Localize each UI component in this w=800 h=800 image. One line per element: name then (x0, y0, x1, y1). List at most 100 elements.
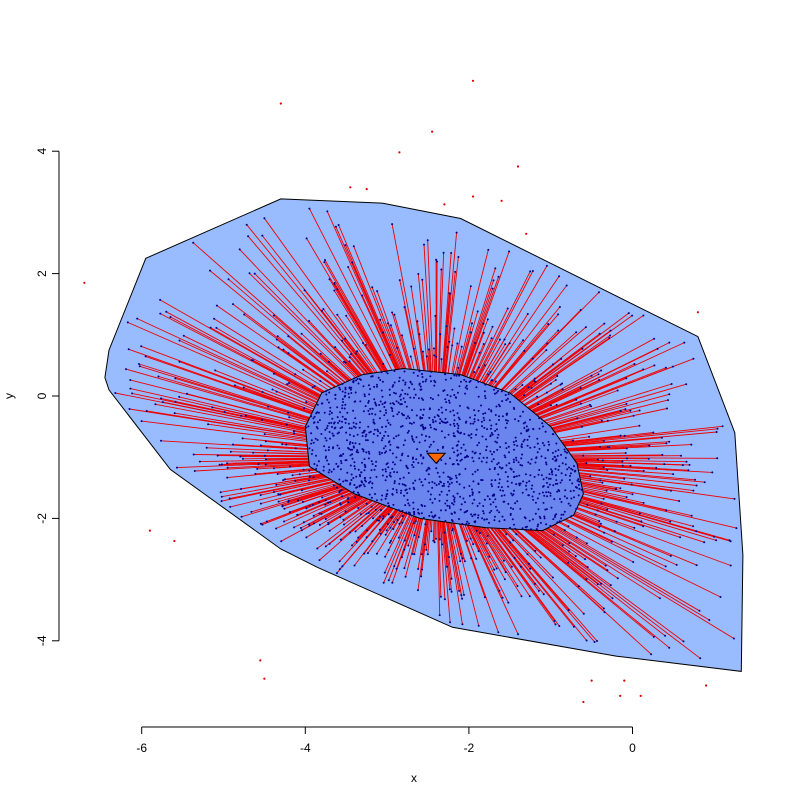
inner-point (381, 474, 384, 477)
inner-point (396, 413, 399, 416)
inner-point (430, 370, 433, 373)
inner-point (380, 439, 383, 442)
outlier-point (525, 232, 528, 235)
ray-end-point (656, 347, 659, 350)
inner-point (406, 492, 409, 495)
ray-end-point (174, 400, 177, 403)
ray-end-point (539, 556, 542, 559)
inner-point (494, 429, 497, 432)
inner-point (371, 407, 374, 410)
inner-point (331, 425, 333, 428)
ray-end-point (178, 360, 181, 363)
inner-point (505, 399, 508, 402)
inner-point (470, 436, 473, 439)
ray-end-point (366, 529, 369, 532)
inner-point (350, 386, 353, 389)
inner-point (350, 392, 353, 394)
ray-end-point (450, 252, 453, 254)
inner-point (470, 433, 473, 436)
ray-end-point (568, 542, 571, 545)
inner-point (472, 422, 475, 425)
ray-end-point (631, 314, 634, 317)
inner-point (545, 461, 547, 464)
inner-point (509, 512, 512, 515)
ray-end-point (664, 565, 667, 568)
ray-end-point (428, 348, 430, 351)
inner-point (385, 475, 388, 478)
inner-point (428, 416, 431, 419)
ray-end-point (144, 355, 147, 358)
inner-point (493, 519, 496, 522)
inner-point (531, 484, 534, 487)
inner-point (399, 398, 402, 401)
ray-end-point (642, 368, 645, 371)
ray-end-point (690, 443, 693, 446)
inner-point (428, 445, 431, 448)
inner-point (455, 374, 458, 377)
ray-end-point (568, 550, 571, 553)
inner-point (465, 522, 468, 525)
ray-end-point (555, 403, 558, 406)
ray-end-point (613, 530, 616, 533)
inner-point (498, 511, 501, 514)
ray-end-point (601, 459, 604, 462)
ray-end-point (198, 460, 201, 463)
ray-end-point (715, 539, 718, 542)
inner-point (396, 471, 399, 474)
ray-end-point (672, 473, 675, 476)
ray-end-point (471, 322, 473, 325)
inner-point (364, 405, 367, 408)
ray-end-point (229, 505, 232, 508)
ray-end-point (343, 523, 345, 526)
inner-point (368, 481, 370, 484)
inner-point (521, 453, 524, 456)
inner-point (515, 456, 518, 459)
inner-point (330, 411, 333, 414)
ray-end-point (298, 473, 301, 476)
inner-point (509, 526, 511, 529)
ray-end-point (652, 431, 655, 434)
ray-end-point (220, 495, 223, 498)
ray-end-point (466, 539, 468, 542)
inner-point (331, 432, 334, 435)
inner-point (545, 508, 548, 511)
inner-point (450, 477, 453, 480)
ray-end-point (328, 360, 331, 363)
inner-point (512, 461, 515, 464)
inner-point (460, 458, 463, 461)
inner-point (563, 495, 566, 498)
ray-end-point (299, 527, 302, 529)
ray-end-point (282, 479, 285, 482)
ray-end-point (418, 333, 421, 336)
ray-end-point (279, 493, 282, 496)
inner-point (389, 475, 392, 478)
inner-point (336, 465, 339, 468)
ray-end-point (642, 314, 645, 317)
inner-point (422, 428, 425, 431)
inner-point (393, 471, 396, 473)
inner-point (516, 444, 519, 447)
inner-point (392, 461, 394, 464)
ray-end-point (685, 383, 688, 386)
ray-end-point (433, 541, 436, 544)
inner-point (501, 400, 504, 403)
inner-point (348, 386, 351, 389)
inner-point (471, 456, 474, 459)
inner-point (473, 513, 476, 516)
inner-point (369, 430, 372, 433)
ray-end-point (598, 291, 600, 294)
inner-point (500, 390, 503, 393)
inner-point (323, 445, 326, 448)
outlier-point (83, 281, 86, 284)
outlier-point (590, 679, 593, 682)
ray-end-point (241, 437, 244, 440)
inner-point (369, 480, 372, 483)
ray-end-point (250, 510, 253, 513)
inner-point (420, 512, 423, 515)
ray-end-point (602, 607, 605, 610)
ray-end-point (470, 557, 473, 560)
inner-point (500, 467, 503, 470)
ray-end-point (351, 261, 354, 264)
inner-point (409, 396, 412, 399)
ray-end-point (311, 503, 314, 506)
